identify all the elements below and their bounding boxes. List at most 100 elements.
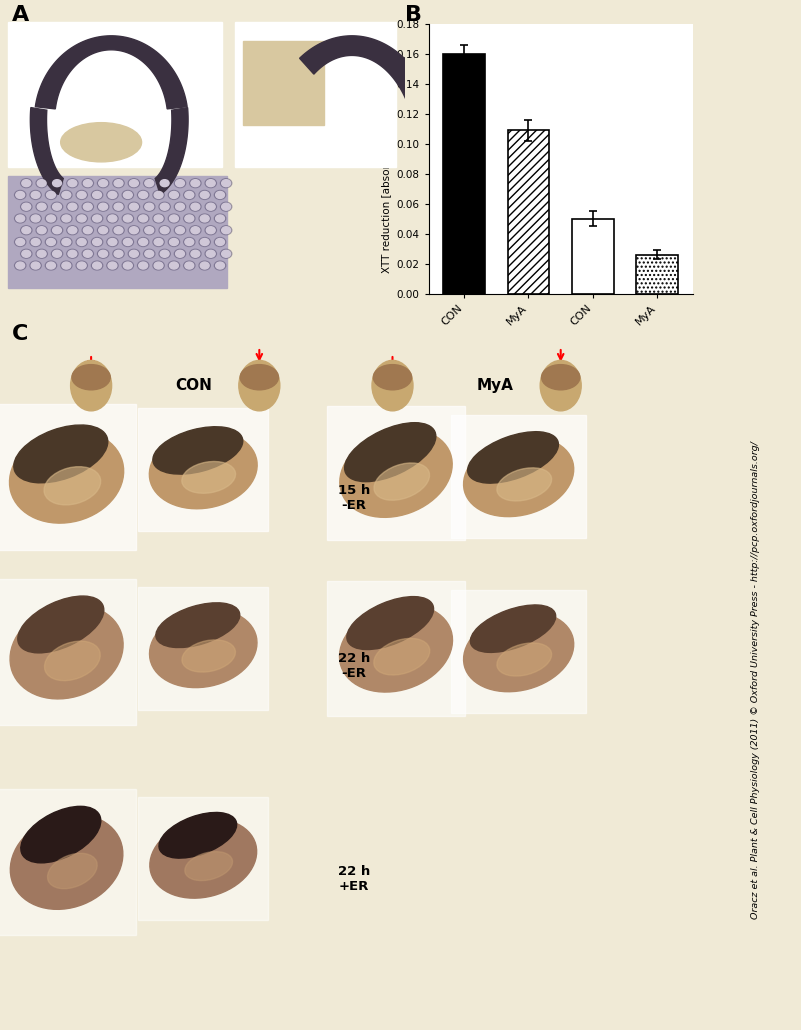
Ellipse shape [66, 202, 78, 211]
Ellipse shape [150, 609, 257, 688]
Ellipse shape [31, 192, 40, 199]
Ellipse shape [143, 249, 155, 259]
Ellipse shape [36, 226, 47, 235]
Ellipse shape [340, 605, 453, 692]
Ellipse shape [83, 227, 92, 234]
Ellipse shape [143, 226, 155, 235]
Ellipse shape [215, 238, 226, 246]
Ellipse shape [159, 226, 171, 235]
Ellipse shape [114, 227, 123, 234]
Bar [0, 579, 136, 725]
Bar [0, 404, 136, 550]
Ellipse shape [21, 806, 101, 863]
Ellipse shape [200, 239, 209, 245]
Ellipse shape [113, 178, 124, 187]
Ellipse shape [16, 215, 25, 222]
Ellipse shape [191, 227, 199, 234]
Ellipse shape [83, 202, 94, 211]
Ellipse shape [76, 261, 87, 270]
Ellipse shape [98, 226, 109, 235]
Ellipse shape [61, 214, 72, 222]
Ellipse shape [128, 178, 139, 187]
Ellipse shape [31, 215, 40, 222]
Ellipse shape [374, 462, 429, 501]
Ellipse shape [138, 191, 149, 200]
Ellipse shape [30, 191, 42, 200]
Ellipse shape [130, 179, 139, 186]
Ellipse shape [123, 239, 132, 245]
Ellipse shape [145, 250, 154, 258]
Ellipse shape [191, 203, 199, 210]
Ellipse shape [183, 238, 195, 246]
Ellipse shape [149, 431, 257, 509]
Ellipse shape [200, 192, 209, 199]
Ellipse shape [62, 215, 70, 222]
Ellipse shape [14, 191, 26, 200]
Ellipse shape [53, 250, 62, 258]
Ellipse shape [153, 426, 243, 474]
Ellipse shape [170, 192, 179, 199]
Ellipse shape [199, 261, 211, 270]
Ellipse shape [139, 239, 147, 245]
Ellipse shape [130, 250, 139, 258]
Ellipse shape [139, 215, 147, 222]
Ellipse shape [130, 227, 139, 234]
Ellipse shape [185, 192, 194, 199]
Text: CAP: CAP [613, 386, 638, 399]
Text: 22 h
-ER: 22 h -ER [338, 652, 370, 680]
Text: C: C [12, 324, 28, 344]
Ellipse shape [44, 467, 101, 505]
Ellipse shape [53, 227, 62, 234]
Ellipse shape [51, 178, 62, 187]
Ellipse shape [215, 192, 224, 199]
Ellipse shape [183, 214, 195, 222]
Ellipse shape [159, 813, 236, 858]
Text: RAD: RAD [483, 386, 509, 399]
Ellipse shape [61, 261, 72, 270]
Ellipse shape [220, 249, 231, 259]
Ellipse shape [175, 178, 186, 187]
Ellipse shape [182, 461, 235, 493]
Ellipse shape [154, 239, 163, 245]
Ellipse shape [470, 605, 556, 652]
Ellipse shape [46, 262, 55, 269]
Ellipse shape [240, 365, 279, 389]
Ellipse shape [36, 202, 47, 211]
Ellipse shape [168, 238, 179, 246]
Ellipse shape [37, 227, 46, 234]
Ellipse shape [138, 261, 149, 270]
Bar [138, 408, 268, 531]
Ellipse shape [99, 203, 107, 210]
Ellipse shape [91, 191, 103, 200]
Bar [508, 130, 549, 294]
Ellipse shape [77, 215, 87, 222]
Ellipse shape [99, 179, 107, 186]
Ellipse shape [199, 191, 211, 200]
Ellipse shape [207, 179, 215, 186]
Ellipse shape [83, 226, 94, 235]
Ellipse shape [21, 178, 32, 187]
Bar [452, 415, 586, 539]
Ellipse shape [113, 202, 124, 211]
Ellipse shape [51, 202, 62, 211]
Ellipse shape [374, 639, 430, 675]
Ellipse shape [540, 360, 582, 411]
Ellipse shape [153, 191, 164, 200]
Polygon shape [300, 36, 441, 188]
Bar [8, 22, 223, 168]
Ellipse shape [128, 249, 139, 259]
Ellipse shape [182, 640, 235, 673]
Ellipse shape [77, 239, 87, 245]
Bar [637, 254, 678, 294]
Ellipse shape [83, 178, 94, 187]
Ellipse shape [46, 215, 55, 222]
Ellipse shape [205, 178, 216, 187]
Ellipse shape [168, 191, 179, 200]
Ellipse shape [108, 262, 117, 269]
Ellipse shape [72, 365, 111, 389]
Text: B: B [405, 5, 421, 25]
Ellipse shape [22, 250, 30, 258]
Ellipse shape [51, 249, 62, 259]
Ellipse shape [153, 261, 164, 270]
Ellipse shape [46, 214, 57, 222]
